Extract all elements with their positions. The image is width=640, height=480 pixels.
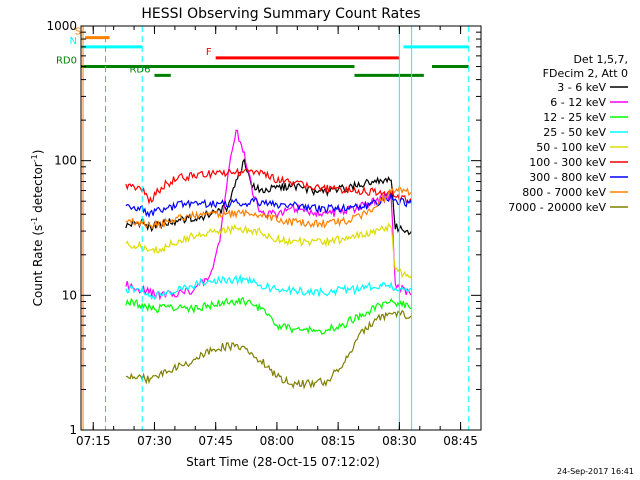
x-tick-label: 08:00	[260, 434, 295, 448]
y-axis-label-sup-1: -1	[30, 217, 39, 225]
y-axis-label-part-3: )	[31, 150, 45, 155]
legend-entry-label: 100 - 300 keV	[529, 156, 606, 169]
flag-label: N	[70, 36, 77, 47]
series-line	[125, 167, 413, 205]
y-tick-label: 1000	[46, 19, 77, 33]
y-tick-label: 1	[69, 423, 77, 437]
series-line	[125, 222, 413, 279]
legend-entry-label: 25 - 50 keV	[543, 126, 606, 139]
series-line	[125, 158, 413, 236]
y-axis-label-part-2: detector	[31, 162, 45, 217]
y-tick-label: 100	[54, 154, 77, 168]
y-axis-label-sup-2: -1	[30, 154, 39, 162]
flag-label: S	[75, 27, 81, 38]
legend-entry-label: 300 - 800 keV	[529, 171, 606, 184]
timestamp: 24-Sep-2017 16:41	[557, 467, 634, 476]
series-line	[125, 185, 412, 230]
x-tick-label: 07:15	[76, 434, 111, 448]
legend-header: Det 1,5,7,	[573, 53, 628, 66]
series-line	[125, 296, 412, 335]
series-line	[125, 273, 413, 301]
legend-entry-label: 800 - 7000 keV	[522, 186, 606, 199]
x-tick-label: 07:45	[198, 434, 233, 448]
legend-entry-label: 50 - 100 keV	[536, 141, 606, 154]
flags-layer	[81, 36, 469, 77]
y-axis: 1 10 100 1000	[46, 19, 481, 437]
legend-entry-label: 3 - 6 keV	[557, 81, 606, 94]
series-layer	[125, 129, 413, 390]
chart-title: HESSI Observing Summary Count Rates	[141, 6, 420, 22]
legend-header: FDecim 2, Att 0	[543, 67, 628, 80]
legend-entry-label: 6 - 12 keV	[550, 96, 606, 109]
legend-entry-label: 7000 - 20000 keV	[508, 201, 606, 214]
plot-frame	[80, 25, 482, 431]
series-line	[125, 309, 412, 390]
series-line	[125, 129, 413, 301]
x-tick-label: 08:30	[382, 434, 417, 448]
vlines-layer	[81, 26, 470, 430]
x-axis-label: Start Time (28-Oct-15 07:12:02)	[186, 455, 380, 469]
flag-labels: SN F RD0 RD6	[56, 27, 212, 76]
x-tick-label: 08:45	[443, 434, 478, 448]
y-axis-label: Count Rate (s-1 detector-1)	[30, 150, 45, 307]
x-axis: 07:15 07:30 07:45 08:00 08:15 08:30 08:45	[76, 26, 482, 448]
legend-entry-label: 12 - 25 keV	[543, 111, 606, 124]
legend: Det 1,5,7,FDecim 2, Att 03 - 6 keV 6 - 12…	[508, 53, 628, 214]
series-line	[125, 191, 413, 219]
flag-label: RD0	[56, 56, 77, 67]
flag-label: RD6	[129, 64, 150, 75]
flag-label: F	[206, 47, 212, 58]
x-tick-label: 08:15	[321, 434, 356, 448]
x-tick-label: 07:30	[137, 434, 172, 448]
y-tick-label: 10	[62, 288, 77, 302]
y-axis-label-part-1: Count Rate (s	[31, 225, 45, 307]
